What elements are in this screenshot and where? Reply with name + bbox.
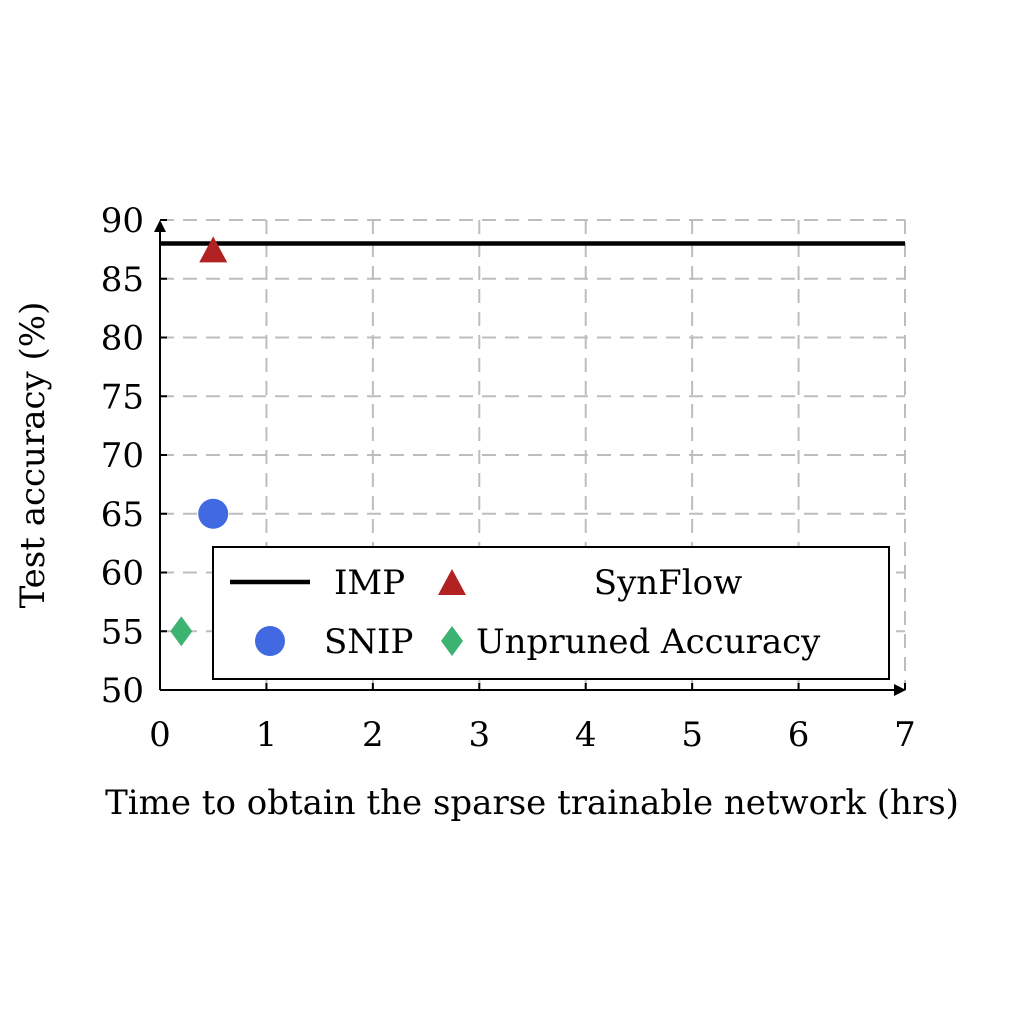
y-tick-label: 75 — [101, 377, 144, 417]
legend: IMP SynFlow SNIP Unpruned Accuracy — [212, 546, 890, 680]
legend-swatch-snip — [255, 626, 285, 656]
legend-label-synflow: SynFlow — [594, 563, 742, 603]
x-axis-arrow — [894, 684, 906, 696]
y-tick-label: 50 — [101, 671, 144, 711]
y-tick-label: 90 — [101, 201, 144, 241]
legend-label-snip: SNIP — [324, 622, 413, 662]
x-tick-label: 3 — [468, 715, 490, 755]
x-axis-label: Time to obtain the sparse trainable netw… — [105, 783, 959, 823]
y-tick-label: 80 — [101, 319, 144, 359]
y-axis-label: Test accuracy (%) — [13, 302, 53, 609]
x-tick-label: 0 — [149, 715, 171, 755]
x-tick-label: 4 — [575, 715, 597, 755]
ticks: 0 1 2 3 4 5 6 7 50 55 60 65 70 75 80 85 90 — [101, 201, 916, 755]
x-tick-label: 1 — [256, 715, 278, 755]
synflow-point — [199, 236, 228, 263]
legend-swatch-unpruned-accuracy — [441, 626, 463, 656]
grid — [160, 219, 906, 690]
y-tick-label: 55 — [101, 612, 144, 652]
x-tick-label: 6 — [788, 715, 810, 755]
x-tick-label: 2 — [362, 715, 384, 755]
y-tick-label: 85 — [101, 260, 144, 300]
axes — [154, 220, 906, 696]
x-tick-label: 5 — [681, 715, 703, 755]
y-axis-arrow — [154, 220, 166, 232]
legend-swatch-synflow — [438, 569, 466, 595]
unpruned-accuracy-point — [170, 616, 193, 647]
y-tick-label: 60 — [101, 554, 144, 594]
marks — [160, 236, 905, 647]
y-tick-label: 70 — [101, 436, 144, 476]
x-tick-label: 7 — [894, 715, 916, 755]
legend-label-unpruned-accuracy: Unpruned Accuracy — [476, 622, 821, 662]
y-tick-label: 65 — [101, 495, 144, 535]
legend-label-imp: IMP — [334, 563, 405, 603]
snip-point — [198, 498, 229, 529]
legend-box — [212, 546, 890, 680]
